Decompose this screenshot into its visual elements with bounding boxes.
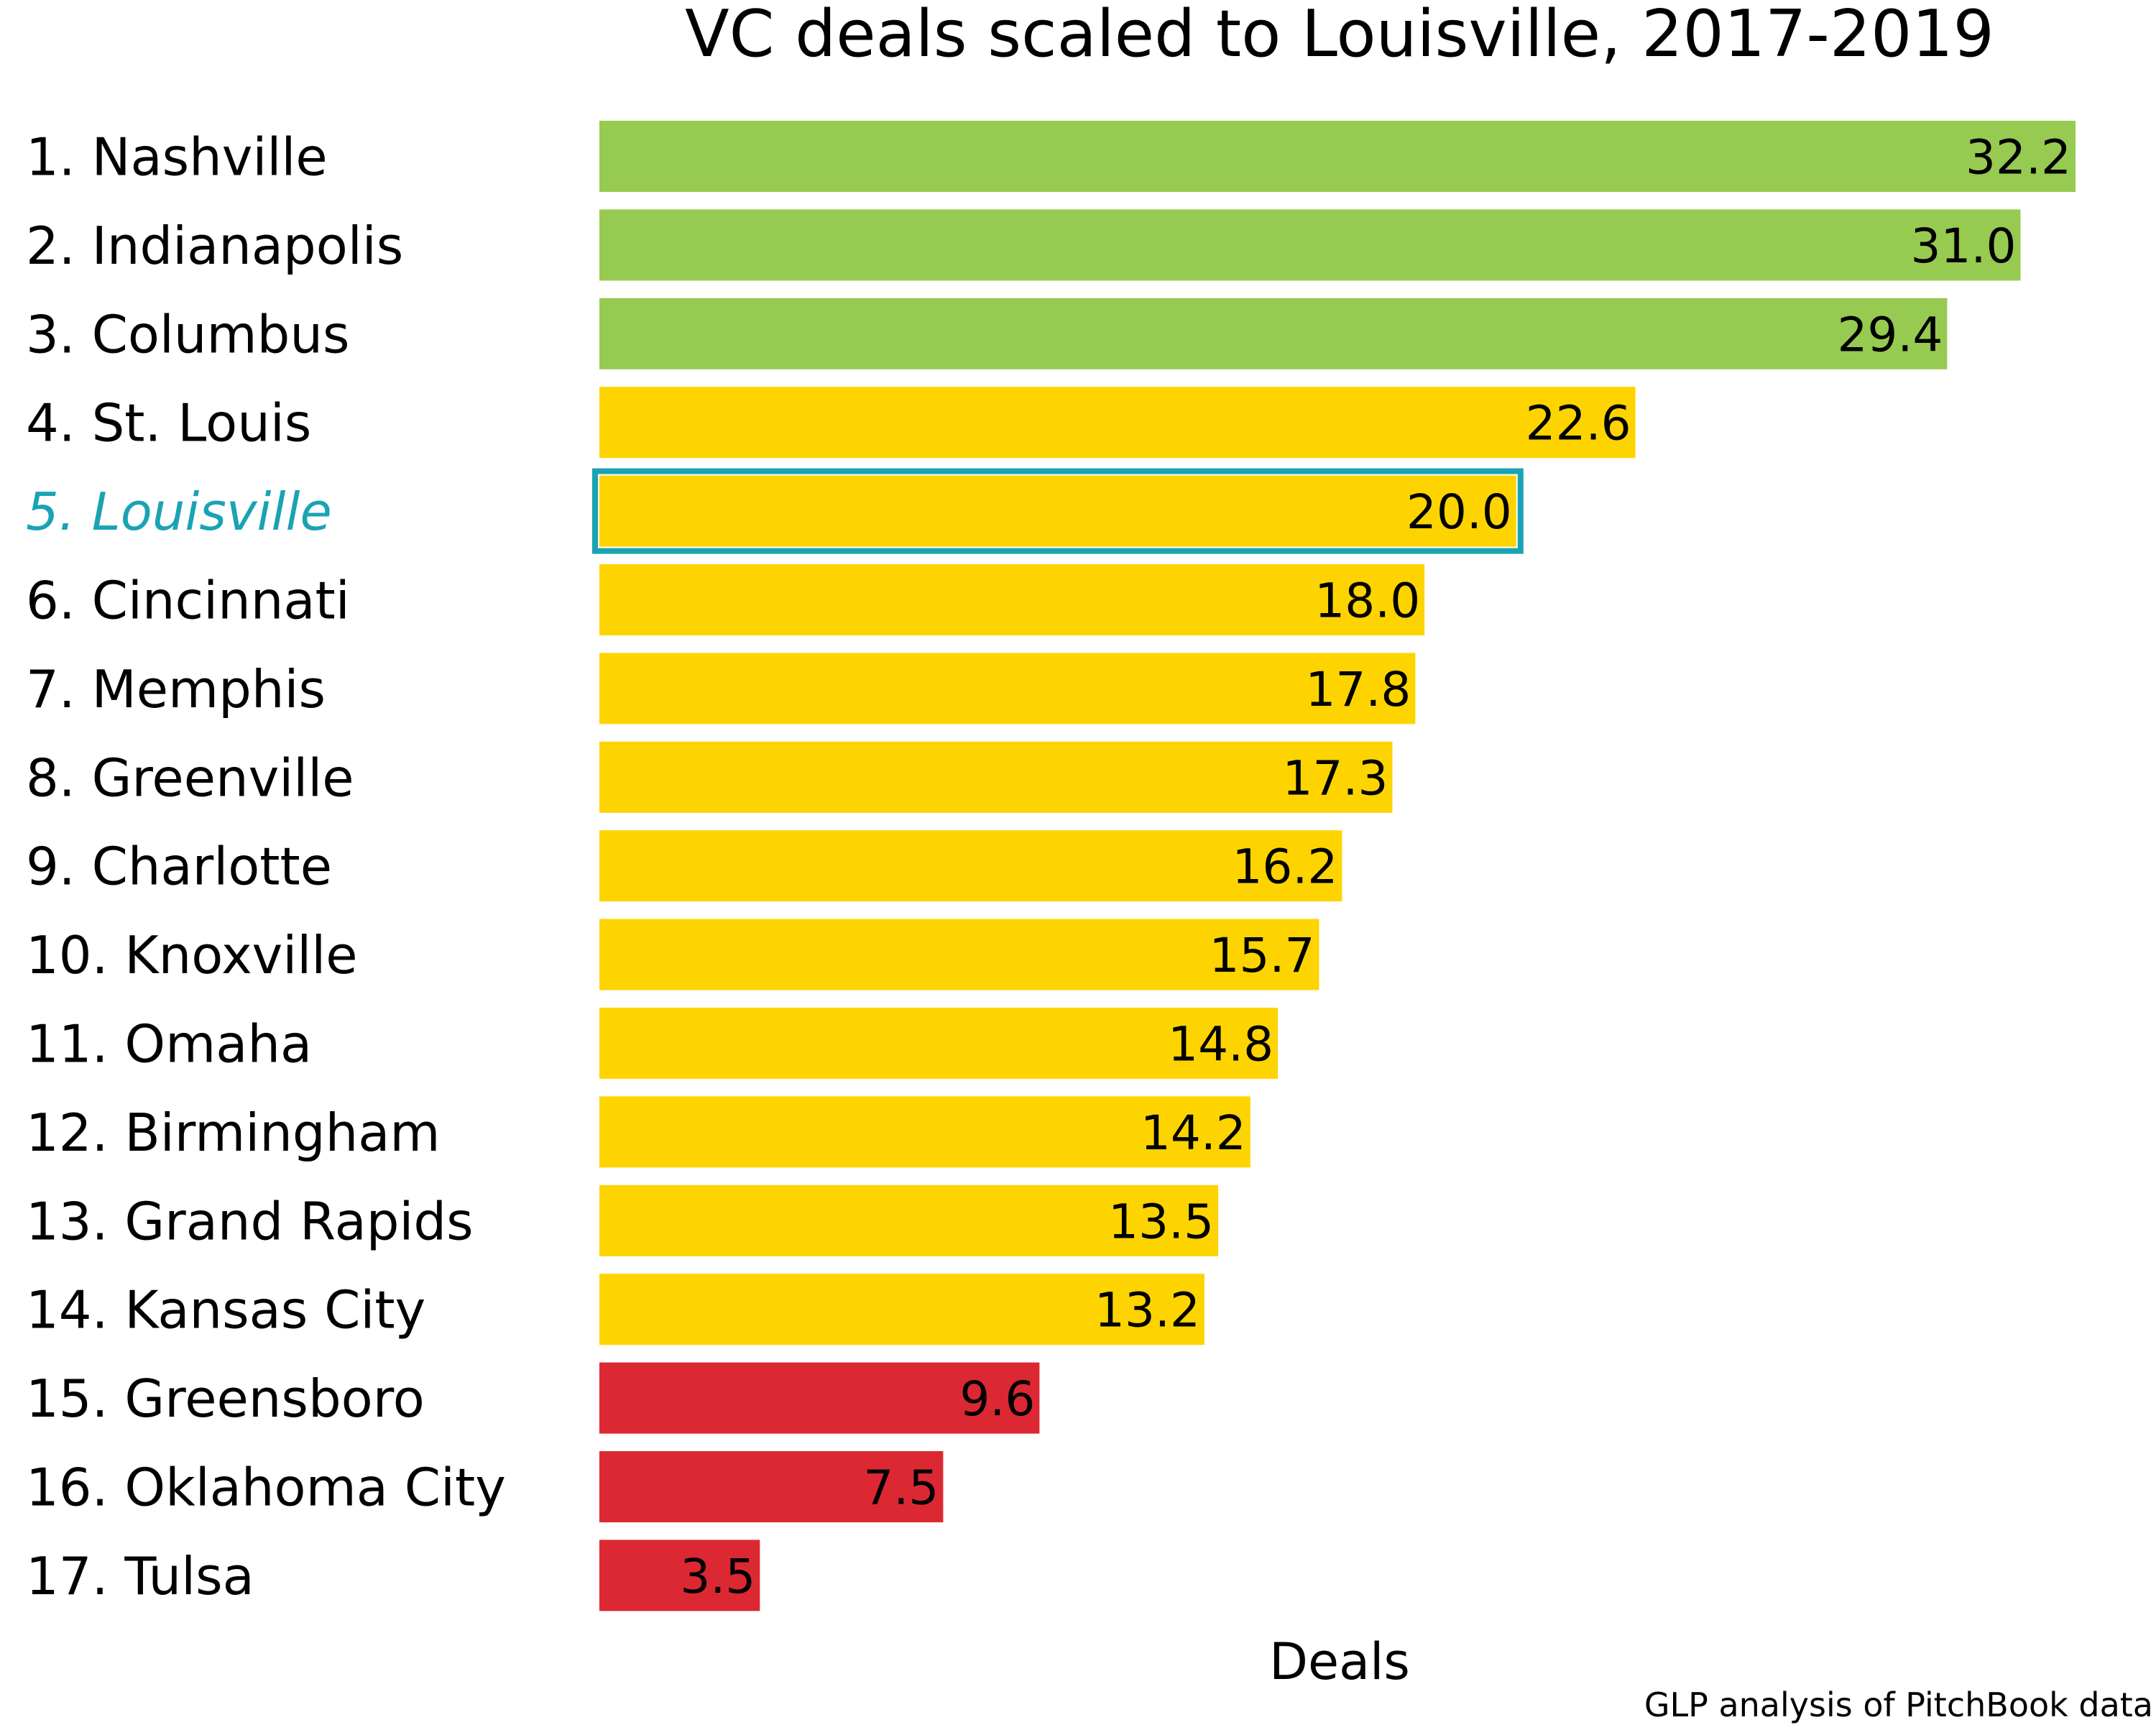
category-label-louisville: 5. Louisville <box>26 482 332 542</box>
value-label-birmingham: 14.2 <box>1141 1105 1246 1161</box>
value-label-cincinnati: 18.0 <box>1314 574 1420 629</box>
bar-indianapolis <box>599 209 2021 281</box>
category-label-columbus: 3. Columbus <box>26 304 350 364</box>
value-label-omaha: 14.8 <box>1168 1017 1273 1072</box>
value-label-nashville: 32.2 <box>1966 130 2071 185</box>
bar-grand-rapids <box>599 1184 1219 1256</box>
category-label-tulsa: 17. Tulsa <box>26 1546 254 1606</box>
value-label-memphis: 17.8 <box>1305 662 1411 717</box>
bar-kansas-city <box>599 1274 1204 1346</box>
bar-omaha <box>599 1008 1279 1079</box>
category-label-memphis: 7. Memphis <box>26 659 326 719</box>
category-label-cincinnati: 6. Cincinnati <box>26 571 350 631</box>
category-label-omaha: 11. Omaha <box>26 1014 312 1075</box>
bar-charlotte <box>599 830 1342 902</box>
source-note: GLP analysis of PitchBook data <box>1644 1685 2153 1724</box>
category-label-charlotte: 9. Charlotte <box>26 837 332 897</box>
bar-st-louis <box>599 387 1636 459</box>
bar-oklahoma-city <box>599 1451 944 1522</box>
x-axis-label: Deals <box>1269 1632 1410 1691</box>
category-label-nashville: 1. Nashville <box>26 127 328 188</box>
value-label-indianapolis: 31.0 <box>1911 218 2017 274</box>
bar-memphis <box>599 653 1416 724</box>
bar-cincinnati <box>599 564 1425 635</box>
value-labels: 32.2 31.0 29.4 22.6 20.0 18.0 17.8 17.3 16.2 15.7… <box>680 130 2071 1604</box>
category-labels: 1. Nashville 2. Indianapolis 3. Columbus 4.… <box>26 127 506 1606</box>
value-label-greensboro: 9.6 <box>959 1371 1035 1427</box>
category-label-indianapolis: 2. Indianapolis <box>26 216 403 276</box>
value-label-tulsa: 3.5 <box>680 1549 755 1604</box>
bar-louisville <box>599 475 1516 547</box>
category-label-grand-rapids: 13. Grand Rapids <box>26 1191 474 1251</box>
highlight-layer <box>592 468 1524 554</box>
category-label-oklahoma-city: 16. Oklahoma City <box>26 1458 506 1518</box>
value-label-knoxville: 15.7 <box>1210 928 1315 983</box>
value-label-columbus: 29.4 <box>1837 307 1943 362</box>
bar-greenville <box>599 741 1393 813</box>
bar-knoxville <box>599 919 1319 990</box>
highlight-outline-louisville <box>592 468 1524 554</box>
value-label-grand-rapids: 13.5 <box>1108 1194 1214 1249</box>
category-label-greenville: 8. Greenville <box>26 748 354 808</box>
bar-greensboro <box>599 1362 1040 1434</box>
value-label-louisville: 20.0 <box>1406 484 1512 540</box>
chart-title: VC deals scaled to Louisville, 2017-2019 <box>685 0 1994 72</box>
bar-nashville <box>599 121 2076 192</box>
category-label-birmingham: 12. Birmingham <box>26 1103 441 1163</box>
category-label-kansas-city: 14. Kansas City <box>26 1280 425 1340</box>
bar-tulsa <box>599 1540 760 1611</box>
value-label-kansas-city: 13.2 <box>1095 1283 1200 1338</box>
category-label-greensboro: 15. Greensboro <box>26 1368 425 1429</box>
value-label-charlotte: 16.2 <box>1232 840 1337 895</box>
bar-columbus <box>599 298 1948 369</box>
value-label-oklahoma-city: 7.5 <box>863 1460 939 1516</box>
category-label-st-louis: 4. St. Louis <box>26 393 311 454</box>
value-label-greenville: 17.3 <box>1283 750 1388 806</box>
bar-birmingham <box>599 1096 1250 1168</box>
value-label-st-louis: 22.6 <box>1526 396 1631 451</box>
category-label-knoxville: 10. Knoxville <box>26 925 358 985</box>
bars <box>599 121 2076 1611</box>
